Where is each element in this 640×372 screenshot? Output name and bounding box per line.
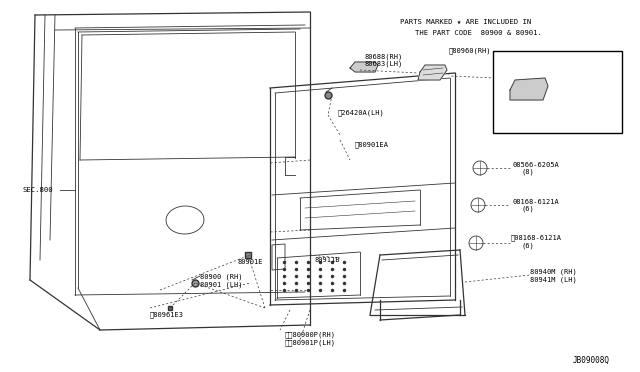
Text: 耉80960(RH): 耉80960(RH) <box>449 48 492 54</box>
Polygon shape <box>510 78 548 100</box>
Text: (8): (8) <box>522 169 535 175</box>
Text: 耉80961(LH): 耉80961(LH) <box>518 54 561 60</box>
FancyBboxPatch shape <box>493 51 622 133</box>
Text: 耉耉80900P(RH): 耉耉80900P(RH) <box>285 332 336 338</box>
Text: 耉80961E3: 耉80961E3 <box>150 312 184 318</box>
Text: JB09008Q: JB09008Q <box>573 356 610 365</box>
Text: 耉26420A(LH): 耉26420A(LH) <box>338 110 385 116</box>
Text: 80900 (RH): 80900 (RH) <box>200 274 243 280</box>
Text: 80911B: 80911B <box>315 257 340 263</box>
Text: 耉耉80901P(LH): 耉耉80901P(LH) <box>285 340 336 346</box>
Text: (6): (6) <box>522 206 535 212</box>
Text: 80901 (LH): 80901 (LH) <box>200 282 243 288</box>
Polygon shape <box>418 65 447 80</box>
Text: 80941M (LH): 80941M (LH) <box>530 277 577 283</box>
Text: THE PART CODE  80900 & 80901.: THE PART CODE 80900 & 80901. <box>415 30 542 36</box>
Text: 08566-6205A: 08566-6205A <box>513 162 560 168</box>
Text: 80901E: 80901E <box>238 259 264 265</box>
Text: 耉08168-6121A: 耉08168-6121A <box>511 235 562 241</box>
Text: 80683(LH): 80683(LH) <box>365 61 403 67</box>
Text: (6): (6) <box>522 243 535 249</box>
Text: 耉80901EA: 耉80901EA <box>355 142 389 148</box>
Polygon shape <box>272 244 285 270</box>
Text: 08168-6121A: 08168-6121A <box>513 199 560 205</box>
Text: PARTS MARKED ★ ARE INCLUDED IN: PARTS MARKED ★ ARE INCLUDED IN <box>400 19 531 25</box>
Text: SEC.800: SEC.800 <box>22 187 52 193</box>
Text: 80940M (RH): 80940M (RH) <box>530 269 577 275</box>
Text: 80688(RH): 80688(RH) <box>365 54 403 60</box>
Polygon shape <box>350 62 378 72</box>
Ellipse shape <box>166 206 204 234</box>
